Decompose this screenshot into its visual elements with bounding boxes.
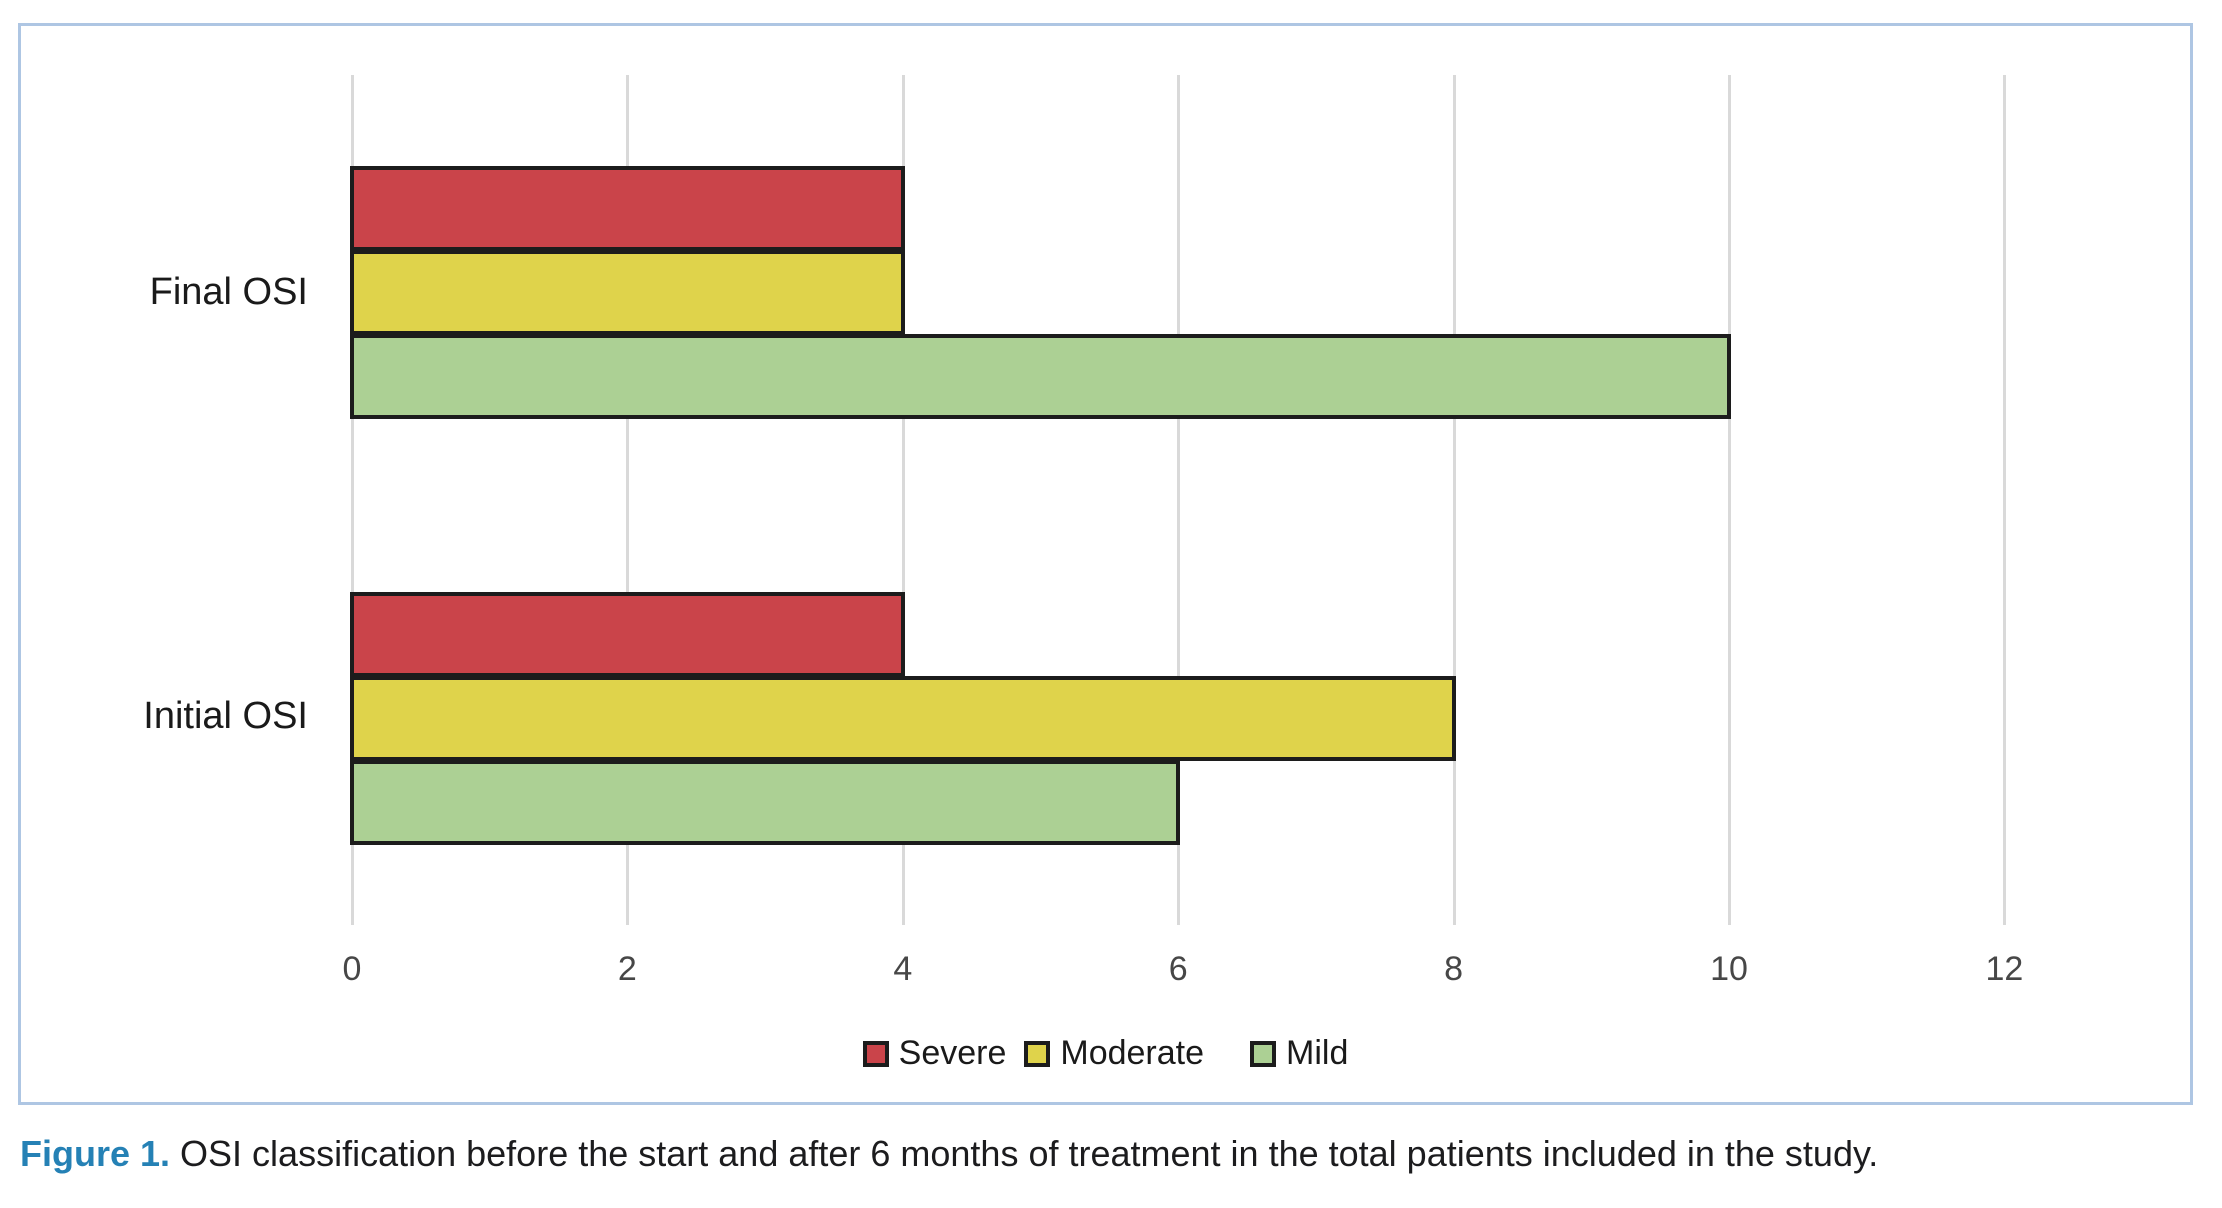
bar-final-osi-mild [350,334,1731,419]
gridline-x-4 [901,75,905,925]
gridline-x-12 [2003,75,2007,925]
gridline-x-8 [1452,75,1456,925]
figure-caption: Figure 1. OSI classification before the … [20,1130,2202,1178]
figure-caption-text: OSI classification before the start and … [170,1133,1879,1174]
chart-panel: 0 2 4 6 8 10 12 Final OSI Initial OSI Severe Mode… [18,23,2193,1105]
x-tick-label-6: 6 [1168,950,1188,988]
legend: Severe Moderate Mild [21,1034,2190,1073]
x-tick-label-0: 0 [342,950,362,988]
bar-final-osi-moderate [350,250,905,335]
x-tick-label-2: 2 [617,950,637,988]
legend-swatch-mild [1250,1040,1277,1067]
legend-item-severe: Severe [862,1034,1007,1073]
legend-swatch-severe [862,1040,889,1067]
x-tick-label-10: 10 [1710,950,1748,988]
category-label-final-osi: Final OSI [149,271,308,313]
legend-label-moderate: Moderate [1060,1034,1205,1072]
bar-initial-osi-severe [350,592,905,677]
gridline-x-6 [1177,75,1181,925]
x-tick-label-8: 8 [1444,950,1464,988]
x-tick-label-4: 4 [893,950,913,988]
bar-initial-osi-moderate [350,676,1456,761]
x-tick-label-12: 12 [1985,950,2024,988]
category-label-initial-osi: Initial OSI [143,695,308,737]
gridline-x-0 [351,75,354,925]
bar-initial-osi-mild [350,760,1181,845]
figure-caption-label: Figure 1. [20,1133,171,1174]
legend-label-mild: Mild [1286,1034,1349,1072]
legend-swatch-moderate [1024,1040,1051,1067]
legend-item-moderate: Moderate [1024,1034,1204,1073]
gridline-x-10 [1728,75,1731,925]
gridline-x-2 [626,75,630,925]
legend-label-severe: Severe [898,1034,1007,1072]
bar-final-osi-severe [350,166,905,251]
legend-item-mild: Mild [1250,1034,1348,1073]
